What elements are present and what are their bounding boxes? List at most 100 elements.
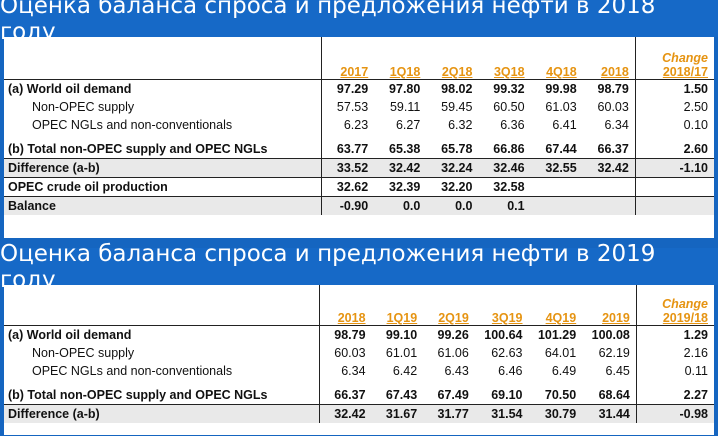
table-row: Non-OPEC supply 57.53 59.11 59.45 60.50 … [4,97,714,116]
change-cell: 2.27 [635,385,714,404]
cell: 32.42 [374,157,427,177]
change-cell: 0.10 [634,115,714,134]
table1-panel: 2017 1Q18 2Q18 3Q18 4Q18 2018 Change 201… [4,37,714,238]
cell [582,195,636,215]
row-label: Non-OPEC supply [32,99,135,114]
cell: 61.06 [437,345,469,360]
cell: 64.01 [544,345,577,360]
table1: 2017 1Q18 2Q18 3Q18 4Q18 2018 Change 201… [4,37,714,215]
cell: 99.10 [371,324,424,344]
change-cell: 0.11 [635,361,714,380]
cell: 61.01 [385,345,418,360]
change-cell: 1.50 [634,78,714,98]
row-label: (a) World oil demand [4,78,322,98]
cell: 66.86 [493,141,525,156]
table-row: (b) Total non-OPEC supply and OPEC NGLs … [4,385,714,404]
table2-col-header: 1Q19 [386,310,418,325]
cell: 60.03 [318,343,372,362]
table2-panel: 2018 1Q19 2Q19 3Q19 4Q19 2019 Change 201… [4,285,714,435]
cell: 32.42 [582,157,636,177]
table-row: OPEC NGLs and non-conventionals 6.23 6.2… [4,115,714,134]
table2-col-header: 2018 [318,285,372,325]
change-cell: 2.50 [634,97,714,116]
cell [582,176,636,196]
table2: 2018 1Q19 2Q19 3Q19 4Q19 2019 Change 201… [4,285,714,423]
cell: 67.43 [385,387,418,402]
cell: 99.32 [478,78,531,98]
cell: 31.54 [474,403,529,423]
change-cell: 2.16 [635,343,714,362]
cell: 6.36 [500,117,525,132]
cell: 97.29 [321,78,375,98]
change-title: Change [662,296,708,311]
cell: 57.53 [321,97,375,116]
cell: 31.77 [423,403,475,423]
table-row: Difference (a-b) 32.42 31.67 31.77 31.54… [4,403,714,423]
table2-title: Оценка баланса спроса и предложения нефт… [0,241,718,293]
cell: 60.03 [597,99,629,114]
cell: -0.90 [321,195,375,215]
cell: 101.29 [528,324,583,344]
cell: 6.41 [552,117,577,132]
cell: 6.23 [321,115,375,134]
cell: 32.20 [426,176,479,196]
cell: 30.79 [528,403,583,423]
table1-col-header: 2017 [321,37,375,79]
table2-col-header: 3Q19 [491,310,523,325]
cell: 100.08 [582,324,637,344]
table2-change-header: Change 2019/18 [635,285,714,325]
table-row: (a) World oil demand 97.29 97.80 98.02 9… [4,78,714,98]
row-label: OPEC NGLs and non-conventionals [32,363,233,378]
cell [530,176,583,196]
change-cell [634,176,714,196]
cell: 32.39 [374,176,427,196]
cell: 65.38 [389,141,421,156]
cell: 32.24 [426,157,479,177]
change-period: 2019/18 [662,310,708,325]
cell: 32.62 [321,176,375,196]
cell: 62.63 [491,345,523,360]
table1-col-header: 2Q18 [441,64,473,79]
cell: 68.64 [598,387,630,402]
cell: 32.42 [318,403,372,423]
cell: 6.43 [444,363,469,378]
row-label: (b) Total non-OPEC supply and OPEC NGLs [8,141,268,156]
cell: 70.50 [544,387,577,402]
cell: 62.19 [598,345,630,360]
cell: 59.11 [389,99,421,114]
cell: 65.78 [441,141,473,156]
row-label: OPEC crude oil production [4,176,322,196]
table-row: Balance -0.90 0.0 0.0 0.1 [4,195,714,215]
table1-col-header: 1Q18 [389,64,421,79]
cell: 67.49 [437,387,469,402]
cell: 67.44 [545,141,577,156]
cell: 63.77 [321,139,375,158]
change-cell: 2.60 [634,139,714,158]
row-label: (b) Total non-OPEC supply and OPEC NGLs [8,387,268,402]
table1-col-header: 4Q18 [546,64,577,79]
table-row: (a) World oil demand 98.79 99.10 99.26 1… [4,324,714,344]
table2-col-header: 2Q19 [438,310,469,325]
change-cell: -1.10 [634,157,714,177]
cell: 59.45 [441,99,473,114]
table1-change-header: Change 2018/17 [634,37,714,79]
row-label: Difference (a-b) [4,157,322,177]
cell: 69.10 [491,387,523,402]
table1-title: Оценка баланса спроса и предложения нефт… [0,0,718,45]
row-label: (a) World oil demand [4,324,320,344]
change-cell: 1.29 [635,324,714,344]
cell: 0.0 [426,195,479,215]
cell: 100.64 [474,324,529,344]
cell: 33.52 [321,157,375,177]
table2-col-header: 2019 [602,310,630,325]
cell: 98.79 [582,78,636,98]
table-row: Non-OPEC supply 60.03 61.01 61.06 62.63 … [4,343,714,362]
cell: 32.58 [478,176,531,196]
cell: 31.67 [371,403,424,423]
cell: 6.34 [318,361,372,380]
cell: 66.37 [318,385,372,404]
cell: 6.42 [392,363,418,378]
cell: 6.32 [448,117,473,132]
row-label: OPEC NGLs and non-conventionals [32,117,233,132]
change-period: 2018/17 [662,64,708,79]
